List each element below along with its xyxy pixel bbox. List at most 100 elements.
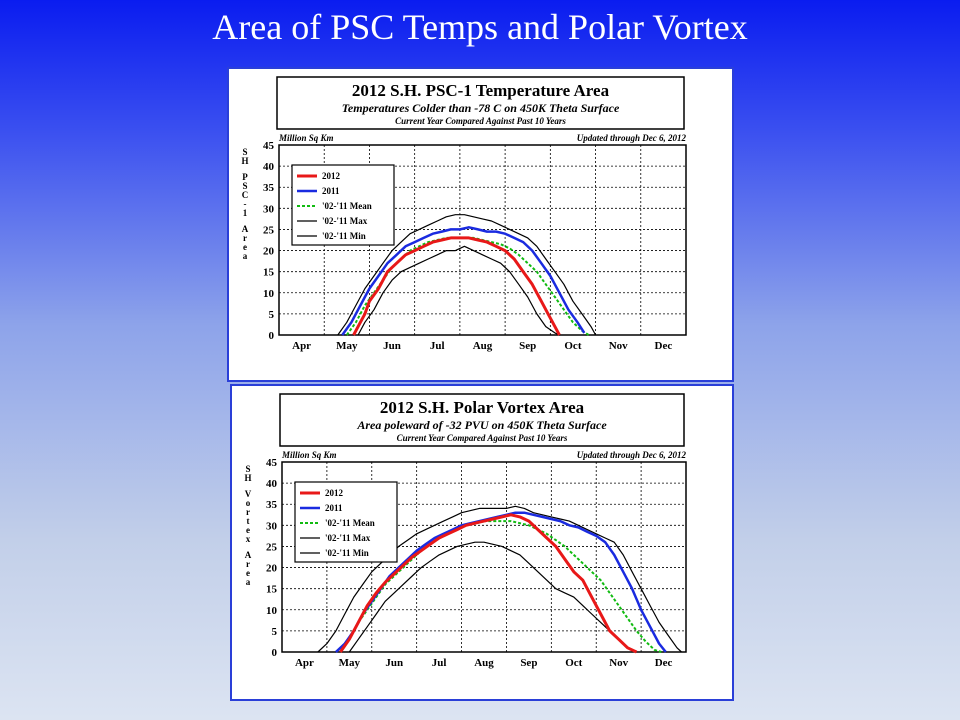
y-tick-label: 35 <box>266 499 278 511</box>
x-tick-label: Apr <box>292 340 311 352</box>
chart-subtitle: Temperatures Colder than -78 C on 450K T… <box>342 101 620 115</box>
y-tick-label: 5 <box>272 626 278 638</box>
units-label: Million Sq Km <box>278 133 334 143</box>
x-tick-label: Dec <box>655 340 673 352</box>
x-tick-label: Aug <box>473 340 493 352</box>
y-tick-label: 20 <box>263 246 275 258</box>
y-tick-label: 30 <box>266 520 278 532</box>
polar-vortex-chart-panel: 2012 S.H. Polar Vortex Area Area poleward… <box>230 384 734 701</box>
x-tick-label: Jun <box>385 657 403 669</box>
y-axis-label-char: a <box>243 251 248 261</box>
x-tick-label: May <box>336 340 358 352</box>
y-axis-label-char: x <box>246 534 251 544</box>
y-axis-label-char: - <box>244 199 247 209</box>
y-tick-label: 45 <box>263 140 275 152</box>
y-axis-label-char: A <box>245 550 252 560</box>
y-tick-label: 35 <box>263 182 275 194</box>
y-tick-label: 10 <box>266 605 278 617</box>
x-tick-label: Oct <box>564 340 581 352</box>
legend-label: '02-'11 Mean <box>325 518 375 528</box>
series-line--02-11-min <box>357 245 560 336</box>
psc-area-chart: 2012 S.H. PSC-1 Temperature AreaTemperat… <box>241 76 687 352</box>
legend-label: '02-'11 Max <box>325 533 371 543</box>
chart-title: 2012 S.H. Polar Vortex Area <box>380 398 585 417</box>
y-tick-label: 40 <box>266 478 278 490</box>
plot-frame <box>278 144 687 336</box>
x-tick-label: Jul <box>430 340 445 352</box>
y-axis-label-char: S <box>242 181 247 191</box>
series-line--02-11-min <box>348 541 635 653</box>
legend-label: 2012 <box>322 171 341 181</box>
x-tick-label: Sep <box>519 340 536 352</box>
x-tick-label: Aug <box>474 657 494 669</box>
y-tick-label: 20 <box>266 563 278 575</box>
y-axis-label-char: H <box>244 473 251 483</box>
chart-note: Current Year Compared Against Past 10 Ye… <box>395 116 566 126</box>
y-axis-label-char: r <box>243 233 247 243</box>
y-axis-label-char: 1 <box>243 208 248 218</box>
y-axis-label-char: C <box>242 190 249 200</box>
chart-title: 2012 S.H. PSC-1 Temperature Area <box>352 81 610 100</box>
x-tick-label: Jun <box>383 340 401 352</box>
series-line--02-11-max <box>317 505 682 653</box>
x-tick-label: Apr <box>295 657 314 669</box>
y-tick-label: 25 <box>266 541 278 553</box>
x-tick-label: Nov <box>609 657 628 669</box>
legend-label: '02-'11 Mean <box>322 201 372 211</box>
legend-label: 2012 <box>325 488 344 498</box>
slide-title: Area of PSC Temps and Polar Vortex <box>212 7 748 47</box>
x-tick-label: Oct <box>565 657 582 669</box>
y-axis-label-char: r <box>246 559 250 569</box>
plot-frame <box>281 461 687 653</box>
x-tick-label: May <box>339 657 361 669</box>
y-axis-label-char: H <box>241 156 248 166</box>
series-line--02-11-mean <box>339 520 662 653</box>
psc-area-chart-panel: 2012 S.H. PSC-1 Temperature Area Temperat… <box>227 67 734 382</box>
y-tick-label: 15 <box>266 584 278 596</box>
y-axis-label-char: A <box>242 224 249 234</box>
y-axis-label-char: P <box>242 172 248 182</box>
legend-label: 2011 <box>325 503 343 513</box>
y-axis-label-char: a <box>246 577 251 587</box>
series-line-2011 <box>341 226 586 336</box>
y-axis-label-char: e <box>243 242 247 252</box>
legend-label: '02-'11 Min <box>322 231 366 241</box>
y-axis-label-char: e <box>246 568 250 578</box>
y-tick-label: 30 <box>263 203 275 215</box>
y-axis-label-char: r <box>246 507 250 517</box>
legend-label: 2011 <box>322 186 340 196</box>
y-tick-label: 15 <box>263 267 275 279</box>
y-tick-label: 10 <box>263 288 275 300</box>
legend-label: '02-'11 Min <box>325 548 369 558</box>
units-label: Million Sq Km <box>281 450 337 460</box>
y-tick-label: 5 <box>269 309 275 321</box>
y-axis-label-char: V <box>245 489 252 499</box>
x-tick-label: Sep <box>520 657 537 669</box>
chart-subtitle: Area poleward of -32 PVU on 450K Theta S… <box>356 418 607 432</box>
series-line-2012 <box>339 513 638 654</box>
chart-header-box <box>276 76 685 130</box>
series-line--02-11-max <box>337 214 597 336</box>
chart-note: Current Year Compared Against Past 10 Ye… <box>397 433 568 443</box>
x-tick-label: Jul <box>432 657 447 669</box>
y-tick-label: 25 <box>263 224 275 236</box>
updated-label: Updated through Dec 6, 2012 <box>577 450 687 460</box>
chart-header-box <box>279 393 685 447</box>
y-tick-label: 0 <box>269 330 275 342</box>
updated-label: Updated through Dec 6, 2012 <box>577 133 687 143</box>
y-axis-label-char: e <box>246 525 250 535</box>
y-tick-label: 0 <box>272 647 278 659</box>
x-tick-label: Nov <box>609 340 628 352</box>
y-axis-label-char: t <box>247 516 250 526</box>
legend-label: '02-'11 Max <box>322 216 368 226</box>
x-tick-label: Dec <box>655 657 673 669</box>
y-tick-label: 45 <box>266 457 278 469</box>
y-axis-label-char: S <box>242 147 247 157</box>
y-axis-label-char: S <box>245 464 250 474</box>
series-line-2012 <box>352 236 561 336</box>
y-tick-label: 40 <box>263 161 275 173</box>
y-axis-label-char: o <box>246 498 251 508</box>
